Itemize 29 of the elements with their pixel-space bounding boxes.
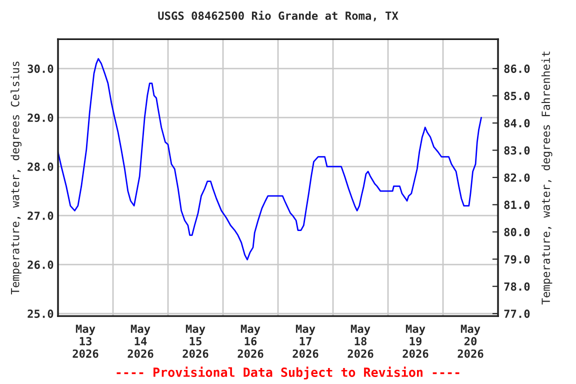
y-tick-label: 26.0	[28, 260, 54, 269]
x-tick-label: May 14 2026	[128, 324, 154, 358]
y2-tick-label: 83.0	[504, 146, 530, 155]
x-tick-label: May 15 2026	[182, 324, 208, 358]
y2-tick-label: 78.0	[504, 282, 530, 291]
y2-tick-label: 86.0	[504, 64, 530, 73]
y-tick-label: 25.0	[28, 310, 54, 318]
chart-title: USGS 08462500 Rio Grande at Roma, TX	[158, 10, 398, 22]
text: ---- Provisional Data Subject to Revision ----	[116, 366, 460, 380]
x-tick-label: May 19 2026	[402, 324, 428, 358]
x-tick-label: May 17 2026	[292, 324, 318, 358]
y-axis-title: Temperature, water, degrees Celsius	[10, 62, 22, 294]
x-tick-label: May 13 2026	[72, 324, 98, 358]
x-tick-label: May 18 2026	[348, 324, 374, 358]
y2-tick-label: 84.0	[504, 118, 530, 128]
y-tick-label: 29.0	[28, 114, 54, 122]
y2-tick-label: 85.0	[504, 92, 530, 100]
y2-axis-title: Temperature, water, degrees Fahrenheit	[541, 52, 552, 304]
y2-tick-label: 77.0	[504, 310, 530, 318]
line-series	[58, 58, 482, 260]
y-tick-label: 30.0	[28, 64, 54, 73]
x-tick-label: May 20 2026	[458, 324, 484, 358]
y-tick-label: 28.0	[28, 162, 54, 171]
y-tick-label: 27.0	[28, 212, 54, 220]
y2-tick-label: 80.0	[504, 228, 530, 236]
x-tick-label: May 16 2026	[238, 324, 264, 358]
y2-tick-label: 79.0	[504, 255, 530, 264]
y2-tick-label: 81.0	[504, 200, 530, 210]
y2-tick-label: 82.0	[504, 173, 530, 182]
